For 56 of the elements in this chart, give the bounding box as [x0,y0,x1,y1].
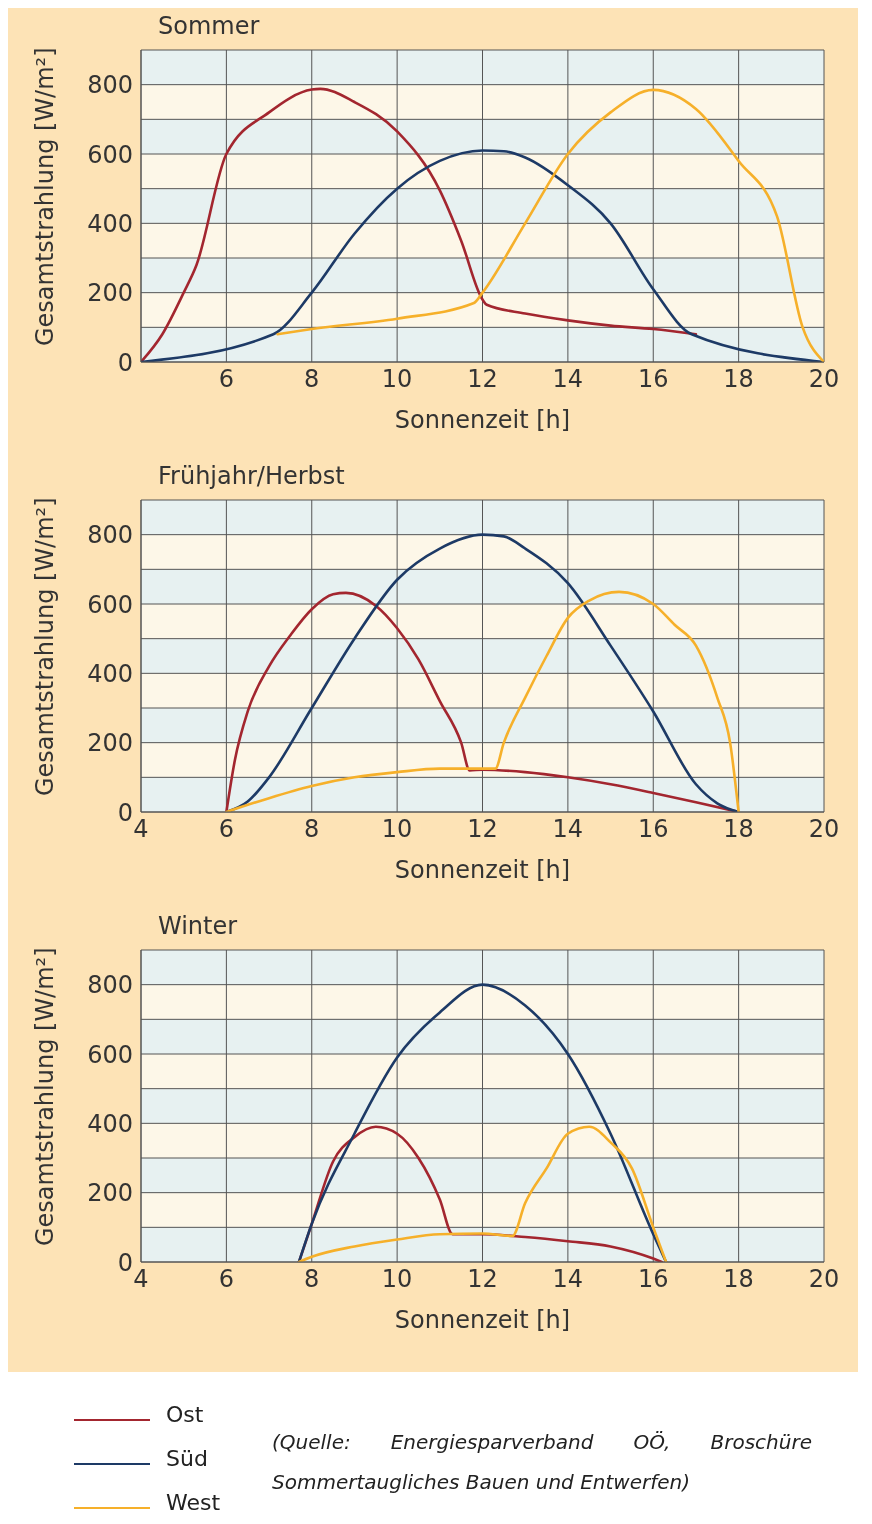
y-tick-label: 400 [87,1109,133,1138]
y-tick-label: 600 [87,140,133,169]
x-tick-label: 12 [467,1265,498,1294]
x-tick-label: 14 [552,1265,584,1294]
x-tick-label: 16 [637,815,669,844]
x-tick-label: 10 [381,815,413,844]
y-axis-title: Gesamtstrahlung [W/m²] [30,47,59,346]
y-tick-label: 200 [87,729,133,758]
text: (Quelle: Energiesparverband OÖ, Broschüre Sommertaugliches Bauen und Entwerfen) [272,1429,812,1496]
x-tick-label: 10 [381,1265,413,1294]
y-tick-label: 0 [117,798,133,827]
x-tick-label: 18 [723,815,754,844]
x-tick-label: 16 [637,1265,669,1294]
legend-label: Ost [166,1401,204,1427]
y-tick-label: 800 [87,521,133,550]
x-tick-label: 14 [552,815,584,844]
y-tick-label: 800 [87,971,133,1000]
y-tick-label: 200 [87,1179,133,1208]
x-tick-label: 16 [637,365,669,394]
x-axis-title: Sonnenzeit [h] [394,406,571,434]
y-tick-label: 400 [87,659,133,688]
x-tick-label: 20 [808,365,840,394]
legend-label: Süd [166,1445,208,1471]
line-series [276,88,824,362]
x-tick-label: 14 [552,365,584,394]
y-axis-title: Gesamtstrahlung [W/m²] [30,497,59,796]
y-tick-label: 600 [87,590,133,619]
x-tick-label: 8 [304,1265,320,1294]
y-tick-label: 0 [117,1248,133,1277]
x-tick-label: 4 [133,815,149,844]
y-tick-label: 200 [87,279,133,308]
x-tick-label: 8 [304,815,320,844]
y-tick-label: 0 [117,348,133,377]
y-tick-label: 400 [87,209,133,238]
y-tick-label: 800 [87,71,133,100]
x-axis-title: Sonnenzeit [h] [394,856,571,884]
x-tick-label: 20 [808,1265,840,1294]
x-tick-label: 6 [218,365,235,394]
x-tick-label: 8 [304,365,320,394]
x-tick-label: 6 [218,1265,235,1294]
chart-title: Winter [158,912,239,942]
legend-label: West [166,1489,221,1515]
x-tick-label: 12 [467,365,498,394]
chart-title: Sommer [158,12,261,42]
y-axis-title: Gesamtstrahlung [W/m²] [30,947,59,1246]
x-tick-label: 18 [723,1265,754,1294]
chart-title: Frühjahr/Herbst [158,462,346,492]
x-tick-label: 12 [467,815,498,844]
x-tick-label: 10 [381,365,413,394]
x-tick-label: 20 [808,815,840,844]
y-tick-label: 600 [87,1040,133,1069]
line-series [141,87,698,362]
x-tick-label: 18 [723,365,754,394]
x-tick-label: 6 [218,815,235,844]
x-tick-label: 4 [133,1265,149,1294]
x-axis-title: Sonnenzeit [h] [394,1306,571,1334]
